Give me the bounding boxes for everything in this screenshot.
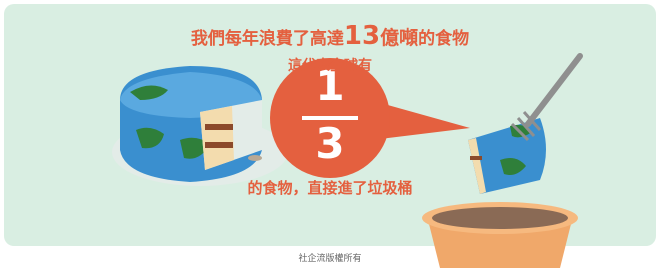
conclusion: 的食物，直接進了垃圾桶 [247,179,412,197]
infographic: 1 3 我們每年浪費了高達13億噸的食物 這代表全球有 的食物，直接進了垃圾桶 … [0,0,664,268]
page: {"headline": {"before": "我們每年浪費了高達", "nu… [0,0,664,268]
pot [422,202,578,268]
headline-text: 的食物 [418,28,469,49]
headline-unit: 億噸 [380,26,418,49]
headline-number: 13 [344,21,380,51]
subline: 這代表全球有 [288,57,372,74]
headline-text: 我們每年浪費了高達 [191,28,344,49]
fraction-denominator: 3 [315,119,344,168]
footer: 社企流版權所有 [298,252,361,264]
